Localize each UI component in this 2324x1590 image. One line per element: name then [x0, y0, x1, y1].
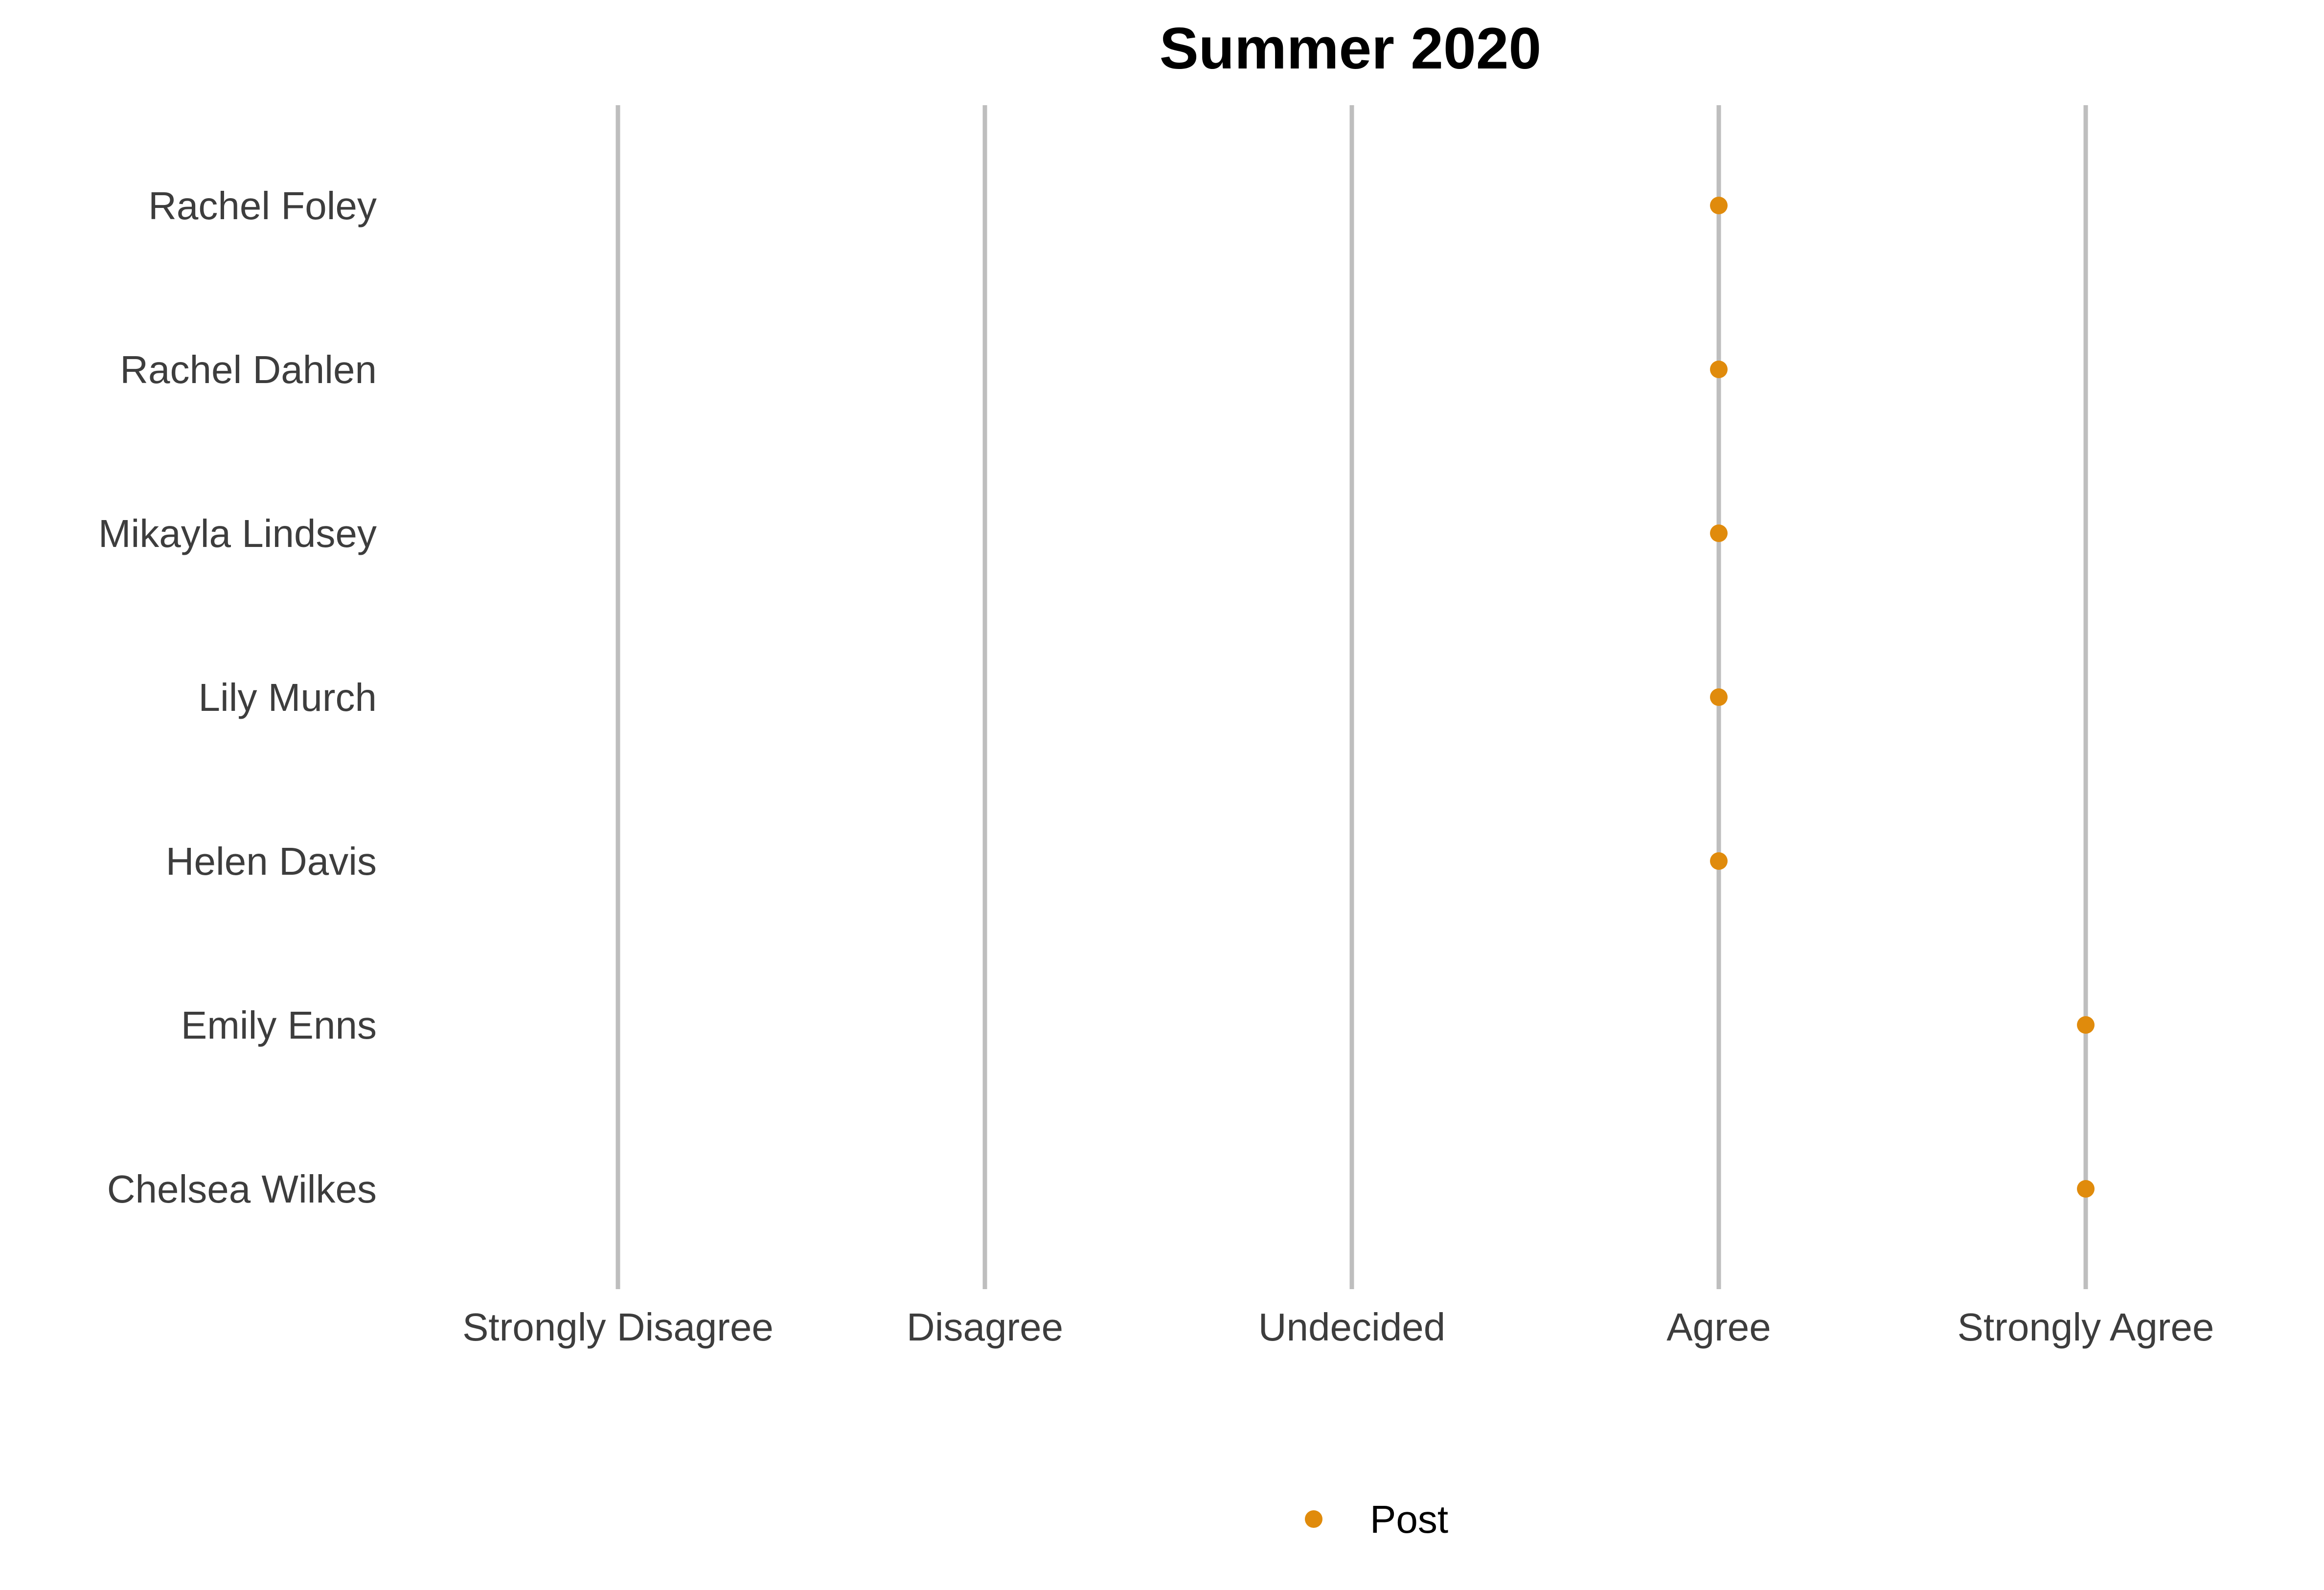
data-point-lily-murch: [1710, 688, 1728, 706]
legend-label-post: Post: [1370, 1498, 1448, 1541]
x-tick-label-strongly-agree: Strongly Agree: [1958, 1305, 2214, 1349]
data-point-rachel-foley: [1710, 197, 1728, 214]
y-tick-label-mikayla-lindsey: Mikayla Lindsey: [98, 512, 377, 555]
legend: Post: [1305, 1498, 1448, 1541]
data-point-chelsea-wilkes: [2077, 1180, 2095, 1198]
y-axis-labels: Rachel Foley Rachel Dahlen Mikayla Lindsey…: [98, 184, 377, 1211]
y-tick-label-emily-enns: Emily Enns: [181, 1003, 377, 1047]
y-tick-label-chelsea-wilkes: Chelsea Wilkes: [107, 1167, 377, 1211]
chart-title: Summer 2020: [1160, 16, 1541, 81]
data-point-helen-davis: [1710, 852, 1728, 870]
y-tick-label-rachel-foley: Rachel Foley: [148, 184, 377, 227]
data-point-emily-enns: [2077, 1016, 2095, 1034]
y-tick-label-rachel-dahlen: Rachel Dahlen: [120, 348, 377, 391]
data-points: [1710, 197, 2095, 1198]
data-point-mikayla-lindsey: [1710, 524, 1728, 542]
x-tick-label-strongly-disagree: Strongly Disagree: [462, 1305, 774, 1349]
x-tick-label-agree: Agree: [1666, 1305, 1771, 1349]
x-tick-label-disagree: Disagree: [907, 1305, 1063, 1349]
y-tick-label-lily-murch: Lily Murch: [198, 676, 377, 719]
legend-marker-post: [1305, 1510, 1322, 1528]
x-tick-label-undecided: Undecided: [1258, 1305, 1446, 1349]
data-point-rachel-dahlen: [1710, 361, 1728, 378]
x-axis-labels: Strongly Disagree Disagree Undecided Agree S…: [462, 1305, 2214, 1349]
y-tick-label-helen-davis: Helen Davis: [166, 840, 377, 883]
gridlines: [615, 105, 2088, 1289]
